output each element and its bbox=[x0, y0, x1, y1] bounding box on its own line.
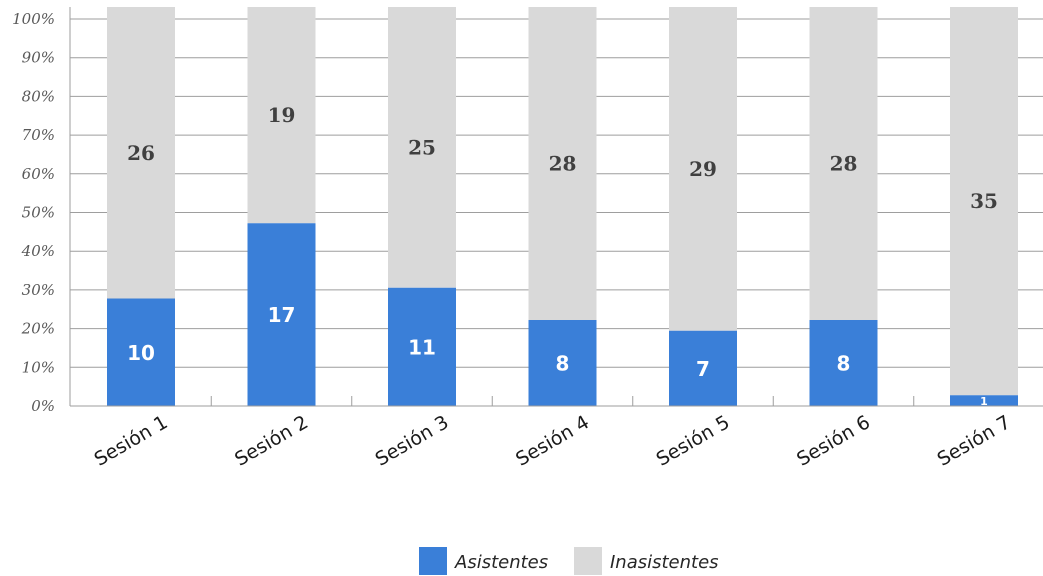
data-label-inasistentes: 28 bbox=[830, 152, 858, 176]
y-tick-label: 80% bbox=[22, 87, 55, 105]
bar-inasistentes bbox=[247, 7, 316, 224]
y-tick-label: 90% bbox=[22, 49, 55, 67]
bar-inasistentes bbox=[107, 7, 175, 299]
legend: Asistentes Inasistentes bbox=[419, 547, 719, 575]
bar-inasistentes bbox=[950, 7, 1018, 396]
x-tick-label: Sesión 4 bbox=[512, 411, 593, 470]
data-label-asistentes: 11 bbox=[408, 335, 436, 359]
x-tick-label: Sesión 2 bbox=[231, 411, 312, 470]
legend-label-asistentes: Asistentes bbox=[454, 552, 548, 573]
bar-inasistentes bbox=[528, 7, 597, 320]
bar-asistentes bbox=[247, 223, 316, 406]
data-label-asistentes: 8 bbox=[837, 352, 851, 376]
y-tick-label: 20% bbox=[21, 320, 55, 338]
y-tick-label: 10% bbox=[22, 358, 55, 376]
data-label-asistentes: 8 bbox=[556, 352, 570, 376]
data-label-inasistentes: 26 bbox=[127, 141, 155, 165]
x-tick-label: Sesión 1 bbox=[91, 411, 172, 470]
bar-inasistentes bbox=[388, 7, 456, 288]
x-tick-label: Sesión 5 bbox=[653, 411, 734, 470]
bar-inasistentes bbox=[809, 7, 878, 320]
bar-asistentes bbox=[528, 320, 597, 406]
data-label-inasistentes: 35 bbox=[970, 189, 998, 213]
bar-asistentes bbox=[950, 395, 1018, 406]
y-tick-label: 100% bbox=[12, 10, 55, 28]
legend-swatch-asistentes bbox=[419, 547, 447, 575]
y-tick-label: 30% bbox=[22, 281, 55, 299]
data-label-inasistentes: 28 bbox=[549, 152, 577, 176]
legend-swatch-inasistentes bbox=[574, 547, 602, 575]
bar-asistentes bbox=[388, 287, 456, 406]
y-tick-label: 40% bbox=[21, 242, 55, 260]
data-label-asistentes: 17 bbox=[268, 303, 296, 327]
data-label-asistentes: 10 bbox=[127, 341, 155, 365]
data-label-asistentes: 7 bbox=[696, 357, 710, 381]
data-labels: 10 26 17 19 11 25 8 28 7 29 8 28 1 35 bbox=[127, 103, 998, 408]
y-tick-label: 60% bbox=[22, 165, 55, 183]
bars bbox=[107, 7, 1018, 406]
y-tick-label: 70% bbox=[22, 126, 55, 144]
bar-inasistentes bbox=[669, 7, 737, 331]
data-label-inasistentes: 19 bbox=[268, 103, 296, 127]
bar-asistentes bbox=[107, 298, 175, 406]
bar-asistentes bbox=[809, 320, 878, 406]
data-label-asistentes: 1 bbox=[980, 395, 988, 408]
x-tick-label: Sesión 6 bbox=[793, 411, 874, 470]
y-tick-label: 50% bbox=[22, 204, 55, 222]
bar-asistentes bbox=[669, 330, 737, 406]
y-tick-label: 0% bbox=[31, 397, 55, 415]
data-label-inasistentes: 29 bbox=[689, 157, 717, 181]
x-tick-label: Sesión 3 bbox=[372, 411, 453, 470]
x-tick-label: Sesión 7 bbox=[934, 411, 1015, 470]
legend-label-inasistentes: Inasistentes bbox=[610, 552, 719, 573]
data-label-inasistentes: 25 bbox=[408, 135, 436, 159]
